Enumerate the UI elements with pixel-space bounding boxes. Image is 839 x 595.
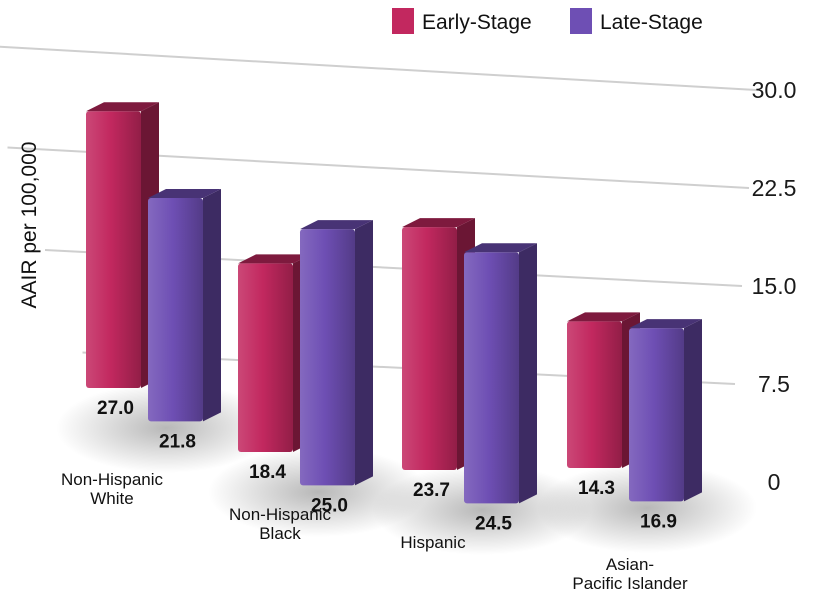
- bar: [300, 220, 373, 486]
- value-label: 21.8: [159, 431, 196, 452]
- bar-side: [519, 243, 537, 504]
- bar-front: [402, 227, 457, 470]
- category-label: Non-Hispanic Black: [229, 505, 332, 543]
- bar-top: [300, 220, 373, 230]
- bar-front: [86, 111, 141, 388]
- gridline: [0, 45, 757, 91]
- bar-front: [148, 197, 203, 422]
- legend-swatch: [570, 8, 592, 34]
- y-tick-label: 22.5: [752, 175, 797, 201]
- value-label: 25.0: [311, 495, 348, 516]
- bar-side: [355, 220, 373, 486]
- bar-front: [238, 263, 293, 452]
- bar-top: [402, 218, 475, 228]
- bar-top: [629, 319, 702, 329]
- value-label: 27.0: [97, 398, 134, 419]
- bar-top: [86, 102, 159, 112]
- bar: [148, 188, 221, 422]
- bar-side: [684, 319, 702, 502]
- legend-item: Late-Stage: [570, 8, 703, 34]
- bar-top: [567, 312, 640, 322]
- value-label: 16.9: [640, 511, 677, 532]
- legend-item: Early-Stage: [392, 8, 532, 34]
- category-label: Asian-Pacific Islander: [572, 555, 688, 593]
- y-axis-label: AAIR per 100,000: [18, 142, 41, 309]
- value-label: 18.4: [249, 462, 286, 483]
- bar-front: [464, 252, 519, 504]
- bar-top: [148, 188, 221, 198]
- legend: Early-Stage Late-Stage: [392, 8, 703, 34]
- bar-front: [300, 229, 355, 486]
- category-label: Non-Hispanic White: [61, 470, 164, 508]
- legend-label: Late-Stage: [600, 11, 703, 34]
- y-tick-label: 7.5: [758, 371, 790, 397]
- bar-side: [203, 188, 221, 422]
- bar-top: [238, 254, 311, 264]
- legend-label: Early-Stage: [422, 11, 532, 34]
- legend-swatch: [392, 8, 414, 34]
- y-tick-label: 30.0: [752, 77, 797, 103]
- y-tick-label: 0: [768, 469, 781, 495]
- bar: [629, 319, 702, 502]
- category-label: Hispanic: [400, 533, 466, 552]
- value-label: 24.5: [475, 513, 512, 534]
- bar-front: [567, 321, 622, 468]
- bar-front: [629, 328, 684, 502]
- bar: [464, 243, 537, 504]
- bars: [86, 102, 702, 504]
- value-label: 14.3: [578, 478, 615, 499]
- y-axis-ticks: 0 7.5 15.0 22.5 30.0: [752, 77, 797, 495]
- value-label: 23.7: [413, 480, 450, 501]
- y-tick-label: 15.0: [752, 273, 797, 299]
- value-labels: 27.0 21.8 18.4 25.0 23.7 24.5 14.3 16.9: [97, 398, 677, 534]
- bar-top: [464, 243, 537, 253]
- category-labels: Non-Hispanic White Non-Hispanic Black Hispan…: [61, 470, 688, 593]
